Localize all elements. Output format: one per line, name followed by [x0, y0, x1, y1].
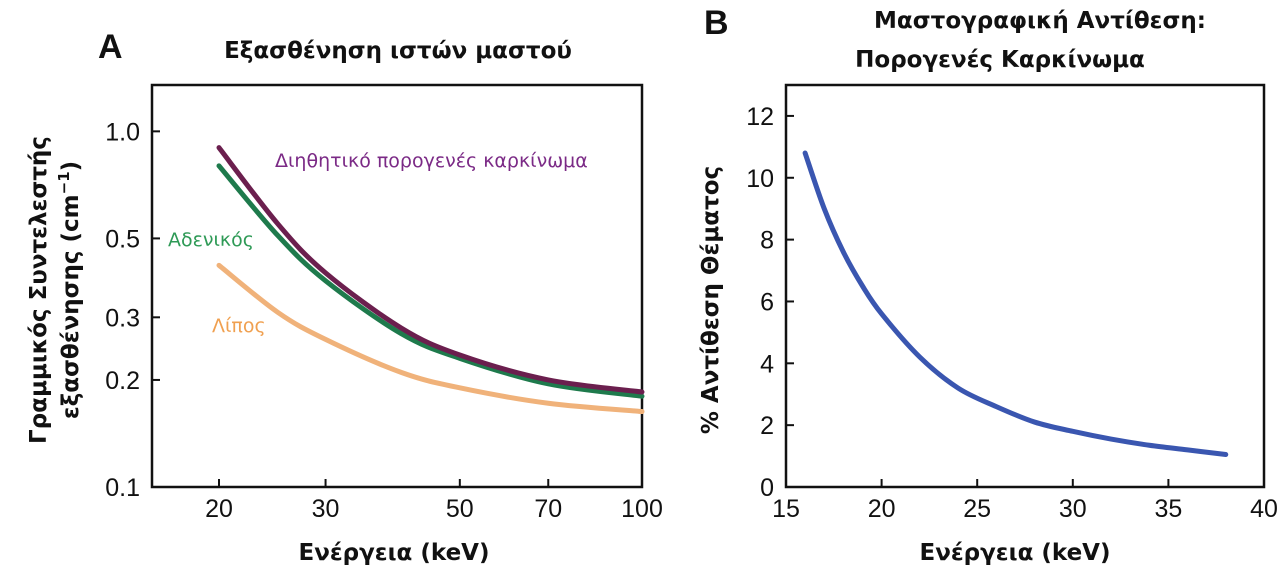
chart-b-y-tick-label: 4: [760, 350, 774, 378]
chart-a-y-axis-label-unit: (cm: [58, 194, 84, 242]
chart-b-y-ticks: 0 2 4 6 8 10 12: [746, 103, 794, 502]
chart-a-plot-frame: [150, 83, 644, 489]
series-label-fat: Λίπος: [212, 315, 266, 337]
chart-a-x-tick-label: 20: [205, 495, 233, 523]
chart-a-series-line-0: [216, 145, 645, 395]
chart-b-x-tick-label: 20: [868, 495, 896, 523]
chart-a-y-tick-label: 0.2: [105, 367, 140, 395]
chart-b-plot-frame: [784, 83, 1266, 489]
chart-a-y-tick-label: 0.1: [105, 474, 140, 502]
chart-b-series-line-0: [802, 150, 1229, 458]
panel-letter-b: B: [704, 4, 729, 42]
series-label-glandular: Αδενικός: [168, 229, 254, 251]
chart-b-title-line2: Πορογενές Καρκίνωμα: [855, 47, 1145, 73]
chart-b-y-tick-label: 12: [746, 103, 774, 131]
chart-b-y-axis-label: % Αντίθεση Θέματος: [698, 166, 724, 434]
chart-a-x-tick-label: 30: [312, 495, 340, 523]
chart-a-x-ticks: 20 30 50 70 100: [205, 479, 663, 523]
chart-b-y-tick-label: 8: [760, 227, 774, 255]
chart-a: A Εξασθένηση ιστών μαστού 20 30 50 70 100 0.…: [26, 28, 663, 566]
chart-a-x-tick-label: 70: [534, 495, 562, 523]
chart-b-x-ticks: 15 20 25 30 35 40: [772, 479, 1278, 523]
chart-b-title-line1: Μαστογραφική Αντίθεση:: [874, 8, 1206, 34]
chart-b-series: [802, 150, 1229, 458]
chart-b-x-tick-label: 35: [1154, 495, 1182, 523]
chart-a-x-tick-label: 50: [446, 495, 474, 523]
chart-b-x-tick-label: 25: [963, 495, 991, 523]
chart-a-y-tick-label: 0.3: [105, 304, 140, 332]
chart-a-x-axis-label-unit: (keV): [420, 540, 489, 566]
chart-b-y-tick-label: 2: [760, 412, 774, 440]
chart-a-title: Εξασθένηση ιστών μαστού: [224, 38, 572, 64]
chart-b-y-tick-label: 0: [760, 474, 774, 502]
chart-b-x-tick-label: 40: [1250, 495, 1278, 523]
panel-letter-a: A: [98, 28, 123, 66]
series-label-carcinoma: Διηθητικό πορογενές καρκίνωμα: [275, 150, 588, 172]
chart-b-x-axis-label: Ενέργεια (keV): [920, 540, 1111, 566]
chart-b-y-tick-label: 6: [760, 288, 774, 316]
chart-a-x-tick-label: 100: [621, 495, 663, 523]
chart-a-y-tick-label: 1.0: [105, 118, 140, 146]
chart-a-y-axis-label-word: εξασθένησης: [58, 251, 84, 420]
chart-b-x-tick-label: 15: [772, 495, 800, 523]
chart-a-x-axis-label-text: Ενέργεια: [298, 540, 412, 566]
chart-b-y-tick-label: 10: [746, 165, 774, 193]
chart-a-x-axis-label: Ενέργεια (keV): [298, 540, 489, 566]
chart-a-y-ticks: 0.1 0.2 0.3 0.5 1.0: [105, 118, 160, 502]
chart-a-series-line-2: [216, 262, 645, 415]
chart-a-series-line-1: [216, 163, 645, 399]
chart-a-y-axis-label-exp: −1: [55, 171, 73, 194]
chart-a-y-axis-label-close: ): [58, 161, 84, 172]
chart-a-y-axis-label-line1: Γραμμικός Συντελεστής: [26, 136, 52, 444]
chart-a-y-axis-label-line2: εξασθένησης (cm−1): [55, 161, 84, 419]
chart-b: B Μαστογραφική Αντίθεση: Πορογενές Καρκί…: [698, 4, 1278, 566]
chart-a-y-tick-label: 0.5: [105, 225, 140, 253]
chart-b-x-tick-label: 30: [1059, 495, 1087, 523]
chart-a-series: [216, 145, 645, 415]
